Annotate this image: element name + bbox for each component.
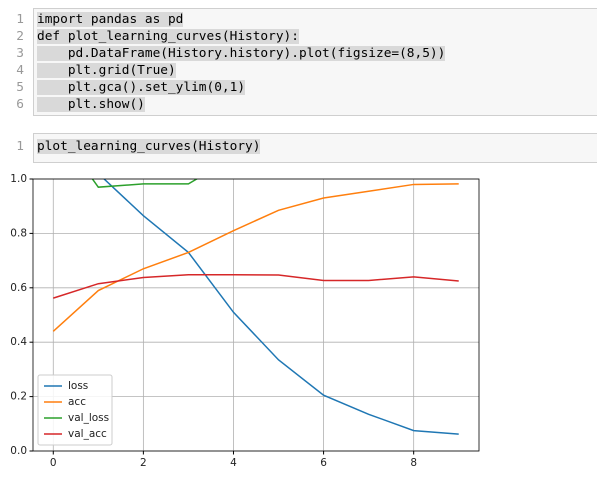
line-number: 4 [16, 63, 24, 78]
y-tick-label: 0.4 [10, 336, 27, 348]
x-tick-label: 4 [230, 457, 237, 469]
line-number: 1 [16, 139, 24, 154]
x-tick-label: 0 [50, 457, 57, 469]
code-cell[interactable]: 1 plot_learning_curves(History) [0, 133, 597, 163]
series-line [52, 183, 459, 332]
y-tick-label: 0.0 [10, 445, 27, 457]
legend-label: val_loss [68, 412, 109, 424]
x-tick-label: 2 [140, 457, 147, 469]
series-line [103, 179, 459, 435]
y-tick-label: 0.6 [10, 282, 27, 294]
legend-label: val_acc [68, 428, 107, 440]
code-cell[interactable]: 1 import pandas as pd 2 def plot_learning_c… [0, 8, 597, 116]
plot-frame [32, 178, 480, 452]
code-line[interactable]: plt.grid(True) [37, 63, 176, 78]
series-line [53, 273, 459, 299]
code-line[interactable]: def plot_learning_curves(History): [37, 29, 299, 44]
code-line[interactable]: import pandas as pd [37, 12, 184, 27]
y-tick-label: 0.8 [10, 227, 27, 239]
legend-label: loss [68, 380, 88, 392]
x-tick-label: 8 [410, 457, 417, 469]
line-number: 2 [16, 29, 24, 44]
code-line[interactable]: plt.show() [37, 97, 145, 112]
code-line[interactable]: plt.gca().set_ylim(0,1) [37, 80, 246, 95]
code-line[interactable]: pd.DataFrame(History.history).plot(figsi… [37, 46, 446, 61]
code-line[interactable]: plot_learning_curves(History) [37, 139, 261, 154]
chart: 0.0 0.2 0.4 0.6 0.8 1.0 0 2 4 6 8 loss acc val_lossva… [10, 173, 480, 469]
line-number: 6 [16, 97, 24, 112]
line-number: 1 [16, 12, 24, 27]
legend-label: acc [68, 396, 86, 408]
line-number: 3 [16, 46, 24, 61]
line-number: 5 [16, 80, 24, 95]
y-tick-label: 0.2 [10, 391, 27, 403]
y-tick-label: 1.0 [10, 173, 27, 185]
x-tick-label: 6 [320, 457, 327, 469]
series-line [91, 179, 199, 188]
legend-box [37, 374, 113, 446]
